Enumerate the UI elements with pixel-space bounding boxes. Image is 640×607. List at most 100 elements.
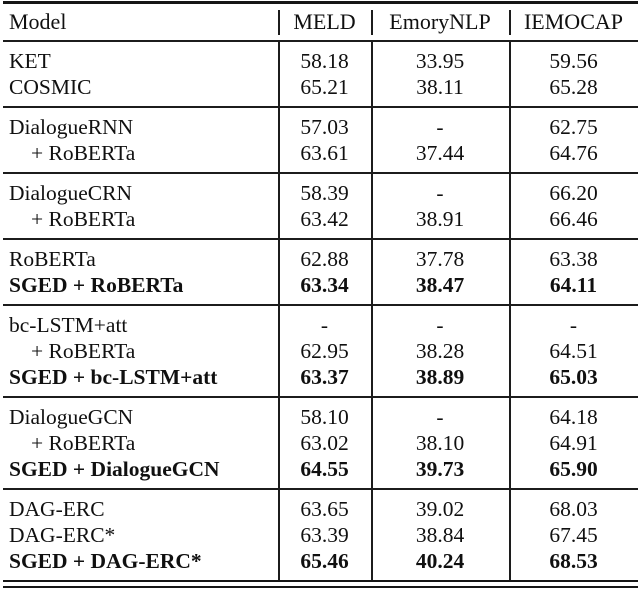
score-cell: - xyxy=(436,313,444,337)
table-rule-bottom xyxy=(3,580,638,588)
score-cell: 65.90 xyxy=(549,457,598,481)
score-cell: - xyxy=(320,313,329,337)
table-row: DialogueGCN 58.10 - 64.18 xyxy=(3,404,638,430)
score-cell: 63.65 xyxy=(300,497,349,521)
table-section: bc-LSTM+att - - - + RoBERTa 62.95 38.28 64.51 SG… xyxy=(3,304,638,396)
column-divider xyxy=(371,42,373,106)
column-divider xyxy=(278,398,280,488)
model-name-cell: DialogueRNN xyxy=(9,115,134,139)
model-name-cell: DialogueGCN xyxy=(9,405,134,429)
model-name-cell: KET xyxy=(9,49,51,73)
model-name-cell: SGED + bc-LSTM+att xyxy=(9,365,218,389)
table-section: DialogueRNN 57.03 - 62.75 + RoBERTa 63.61 37.4… xyxy=(3,106,638,172)
model-name-cell: RoBERTa xyxy=(9,247,96,271)
score-cell: 58.39 xyxy=(300,181,349,205)
score-cell: 33.95 xyxy=(415,49,465,73)
column-divider xyxy=(278,10,280,35)
column-divider xyxy=(278,490,280,580)
column-divider xyxy=(509,10,511,35)
column-divider xyxy=(509,174,511,238)
score-cell: 66.46 xyxy=(549,207,598,231)
score-cell: 64.91 xyxy=(549,431,598,455)
score-cell: 64.18 xyxy=(549,405,598,429)
score-cell: 38.28 xyxy=(415,339,465,363)
model-name-cell: COSMIC xyxy=(9,75,92,99)
score-cell: 65.46 xyxy=(300,549,349,573)
score-cell: 63.61 xyxy=(300,141,349,165)
score-cell: 65.03 xyxy=(549,365,598,389)
score-cell: 68.03 xyxy=(549,497,598,521)
score-cell: 39.02 xyxy=(415,497,465,521)
column-divider xyxy=(278,306,280,396)
table-row: DAG-ERC* 63.39 38.84 67.45 xyxy=(3,522,638,548)
column-header-emorynlp: EmoryNLP xyxy=(389,9,491,34)
score-cell: 63.39 xyxy=(300,523,349,547)
score-cell: 63.34 xyxy=(300,273,349,297)
column-divider xyxy=(509,398,511,488)
column-divider xyxy=(278,42,280,106)
column-divider xyxy=(371,490,373,580)
score-cell: 64.76 xyxy=(549,141,598,165)
column-divider xyxy=(371,398,373,488)
table-section: DialogueGCN 58.10 - 64.18 + RoBERTa 63.02 38.1… xyxy=(3,396,638,488)
table-row: RoBERTa 62.88 37.78 63.38 xyxy=(3,246,638,272)
table-row: SGED + DAG-ERC* 65.46 40.24 68.53 xyxy=(3,548,638,574)
table-row: SGED + RoBERTa 63.34 38.47 64.11 xyxy=(3,272,638,298)
score-cell: 64.11 xyxy=(549,273,598,297)
table-row: + RoBERTa 63.42 38.91 66.46 xyxy=(3,206,638,232)
score-cell: 58.10 xyxy=(300,405,349,429)
score-cell: 64.55 xyxy=(300,457,349,481)
column-divider xyxy=(509,306,511,396)
model-name-cell: SGED + DAG-ERC* xyxy=(9,549,202,573)
score-cell: 57.03 xyxy=(300,115,349,139)
score-cell: 62.75 xyxy=(549,115,598,139)
score-cell: 38.47 xyxy=(415,273,465,297)
score-cell: - xyxy=(436,405,444,429)
table-row: DialogueRNN 57.03 - 62.75 xyxy=(3,114,638,140)
column-header-meld: MELD xyxy=(293,9,356,34)
table-row: SGED + DialogueGCN 64.55 39.73 65.90 xyxy=(3,456,638,482)
model-name-cell: bc-LSTM+att xyxy=(9,313,128,337)
score-cell: 65.21 xyxy=(300,75,349,99)
table-body: KET 58.18 33.95 59.56 COSMIC 65.21 38.11 65.28 D… xyxy=(3,40,638,580)
table-row: + RoBERTa 63.02 38.10 64.91 xyxy=(3,430,638,456)
score-cell: - xyxy=(436,115,444,139)
model-name-cell: DAG-ERC* xyxy=(9,523,116,547)
score-cell: 38.11 xyxy=(416,75,464,99)
score-cell: 37.44 xyxy=(415,141,465,165)
table-section: DialogueCRN 58.39 - 66.20 + RoBERTa 63.42 38.9… xyxy=(3,172,638,238)
column-divider xyxy=(371,240,373,304)
model-name-cell: + RoBERTa xyxy=(31,141,136,165)
score-cell: 38.91 xyxy=(415,207,465,231)
table-row: + RoBERTa 63.61 37.44 64.76 xyxy=(3,140,638,166)
table-section: KET 58.18 33.95 59.56 COSMIC 65.21 38.11 65.28 xyxy=(3,40,638,106)
table-row: + RoBERTa 62.95 38.28 64.51 xyxy=(3,338,638,364)
score-cell: 59.56 xyxy=(549,49,598,73)
table-row: DialogueCRN 58.39 - 66.20 xyxy=(3,180,638,206)
column-divider xyxy=(278,108,280,172)
model-name-cell: + RoBERTa xyxy=(31,207,136,231)
column-header-model: Model xyxy=(9,9,67,34)
results-table: Model MELD EmoryNLP IEMOCAP KET 58.18 33.9… xyxy=(3,1,638,588)
score-cell: - xyxy=(569,313,578,337)
table-row: SGED + bc-LSTM+att 63.37 38.89 65.03 xyxy=(3,364,638,390)
score-cell: 66.20 xyxy=(549,181,598,205)
table-row: KET 58.18 33.95 59.56 xyxy=(3,48,638,74)
score-cell: 63.38 xyxy=(549,247,598,271)
score-cell: 58.18 xyxy=(300,49,349,73)
score-cell: 63.37 xyxy=(300,365,349,389)
score-cell: 38.84 xyxy=(415,523,465,547)
score-cell: - xyxy=(436,181,444,205)
score-cell: 62.95 xyxy=(300,339,349,363)
score-cell: 68.53 xyxy=(549,549,598,573)
table-header-row: Model MELD EmoryNLP IEMOCAP xyxy=(3,4,638,40)
score-cell: 67.45 xyxy=(549,523,598,547)
column-divider xyxy=(371,108,373,172)
score-cell: 39.73 xyxy=(415,457,465,481)
column-divider xyxy=(509,108,511,172)
score-cell: 63.42 xyxy=(300,207,349,231)
column-header-iemocap: IEMOCAP xyxy=(523,9,623,34)
score-cell: 40.24 xyxy=(415,549,465,573)
column-divider xyxy=(371,174,373,238)
score-cell: 37.78 xyxy=(415,247,465,271)
